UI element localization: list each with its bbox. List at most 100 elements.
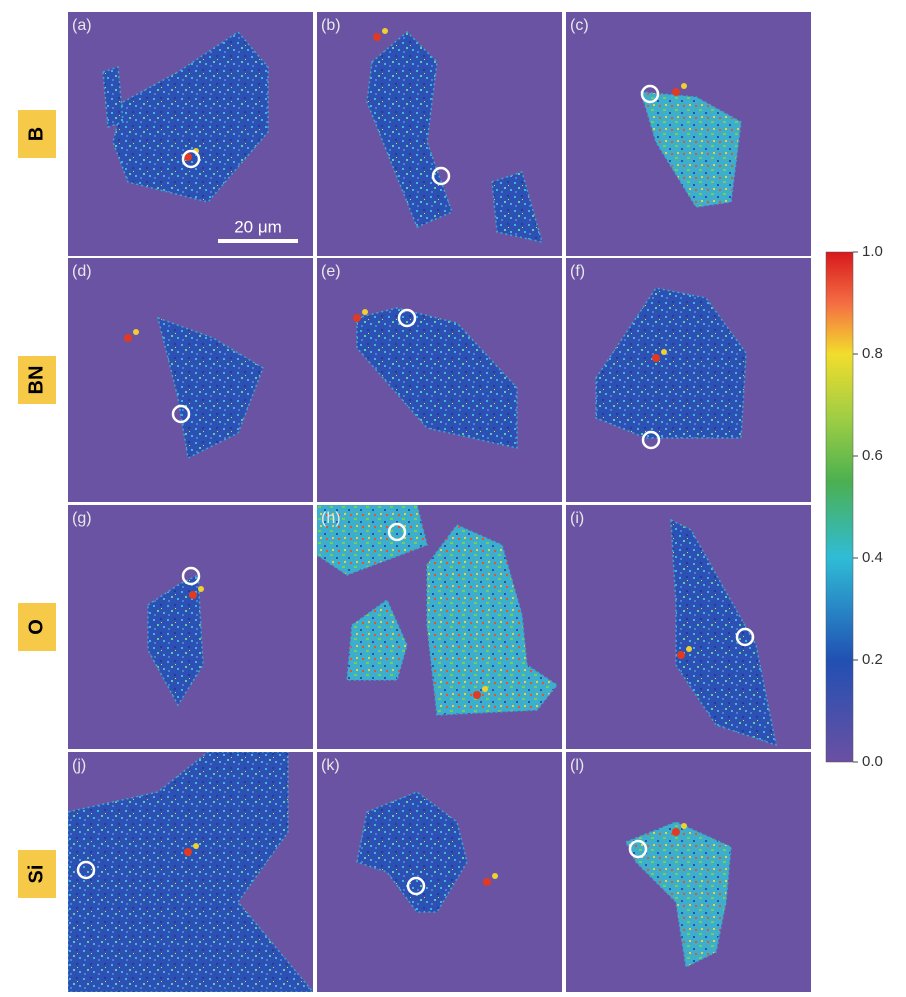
panel-label: (l): [570, 757, 584, 774]
flakes: [670, 518, 777, 747]
marker-circle: [397, 308, 417, 328]
colorbar-tick-label: 1.0: [862, 243, 883, 260]
flake: [639, 91, 742, 208]
flake: [491, 171, 544, 244]
hot-spot: [189, 591, 197, 599]
flake: [670, 518, 777, 747]
marker-circle: [431, 166, 451, 186]
colorbar-tick-label: 0.2: [862, 651, 883, 668]
flakes: [639, 83, 742, 208]
hot-spot: [184, 848, 192, 856]
scale-bar: [218, 239, 298, 243]
panel-label: (j): [72, 757, 86, 774]
flake: [366, 30, 453, 228]
row-label-text: BN: [25, 366, 47, 395]
map-panel: (l): [566, 752, 811, 996]
panel-label: (f): [570, 263, 585, 280]
panel-label: (h): [321, 510, 341, 527]
panel-label: (c): [570, 17, 589, 34]
map-panel: (i): [566, 505, 811, 749]
panel-label: (b): [321, 17, 341, 34]
colorbar-tick-label: 0.0: [862, 753, 883, 770]
flake: [112, 31, 269, 203]
map-panel: (g): [68, 505, 313, 749]
flakes: [147, 573, 204, 707]
hot-spot: [652, 354, 660, 362]
row-label-box: [18, 110, 56, 158]
row-label-box: [18, 850, 56, 898]
hot-spot: [193, 843, 199, 849]
flakes: [595, 287, 747, 439]
hot-spot: [382, 28, 388, 34]
hot-spot: [677, 651, 685, 659]
flake: [426, 524, 559, 716]
hot-spot: [482, 686, 488, 692]
panel-grid: (a) 20 μm (b) (c) (d) (e) (f) (g) (h) (i) (j) (k) (l…: [68, 12, 811, 996]
flakes: [356, 791, 498, 913]
hot-spot: [686, 646, 692, 652]
flakes: [366, 28, 544, 244]
row-label-text: Si: [25, 865, 47, 884]
hot-spot: [473, 691, 481, 699]
marker-circle: [735, 627, 755, 647]
panel-label: (a): [72, 17, 92, 34]
row-label-text: B: [25, 127, 47, 141]
flakes: [124, 316, 264, 460]
row-label-text: O: [25, 619, 47, 635]
flake: [346, 598, 408, 681]
map-panel: (h): [317, 505, 562, 749]
flake: [595, 287, 747, 439]
hot-spot: [373, 33, 381, 41]
colorbar-axis: 0.0 0.2 0.4 0.6 0.8 1.0: [853, 243, 883, 770]
row-label: B: [18, 110, 56, 158]
scale-bar-label: 20 μm: [234, 217, 282, 236]
panel-label: (k): [321, 757, 340, 774]
marker-circle: [641, 430, 661, 450]
flake: [317, 505, 428, 576]
marker-circle: [76, 860, 96, 880]
marker-circle: [181, 566, 201, 586]
panel-label: (e): [321, 263, 341, 280]
flakes: [68, 752, 313, 993]
row-label-box: [18, 603, 56, 651]
hot-spot: [661, 349, 667, 355]
marker-circle: [406, 876, 426, 896]
hot-spot: [184, 153, 192, 161]
map-panel: (b): [317, 12, 562, 256]
colorbar-tick-label: 0.4: [862, 549, 883, 566]
row-label: BN: [18, 356, 56, 404]
colorbar-tick-label: 0.6: [862, 447, 883, 464]
hot-spot: [353, 314, 361, 322]
row-label: Si: [18, 850, 56, 898]
map-panel: (e): [317, 258, 562, 502]
panel-label: (g): [72, 510, 92, 527]
row-labels: B BN O Si: [18, 110, 56, 898]
hot-spot: [672, 88, 680, 96]
colorbar-tick-label: 0.8: [862, 345, 883, 362]
flakes: [102, 31, 269, 203]
marker-circle: [640, 84, 660, 104]
marker-circle: [628, 839, 648, 859]
map-panel: (f): [566, 258, 811, 502]
colorbar: [825, 251, 854, 763]
panel-label: (i): [570, 510, 584, 527]
marker-circle: [171, 404, 191, 424]
map-panel: (c): [566, 12, 811, 256]
hot-spot: [672, 828, 680, 836]
flake: [102, 65, 124, 129]
map-panel: (a) 20 μm: [68, 12, 313, 256]
hot-spot: [198, 586, 204, 592]
hot-spot: [362, 309, 368, 315]
flake: [68, 752, 313, 993]
map-panel: (k): [317, 752, 562, 996]
flake: [147, 573, 204, 707]
flake: [156, 316, 264, 460]
row-label-box: [18, 356, 56, 404]
panel-label: (d): [72, 263, 92, 280]
flakes: [317, 505, 559, 716]
map-panel: (d): [68, 258, 313, 502]
marker-circle: [181, 149, 201, 169]
flakes: [624, 821, 732, 969]
flake: [624, 821, 732, 969]
